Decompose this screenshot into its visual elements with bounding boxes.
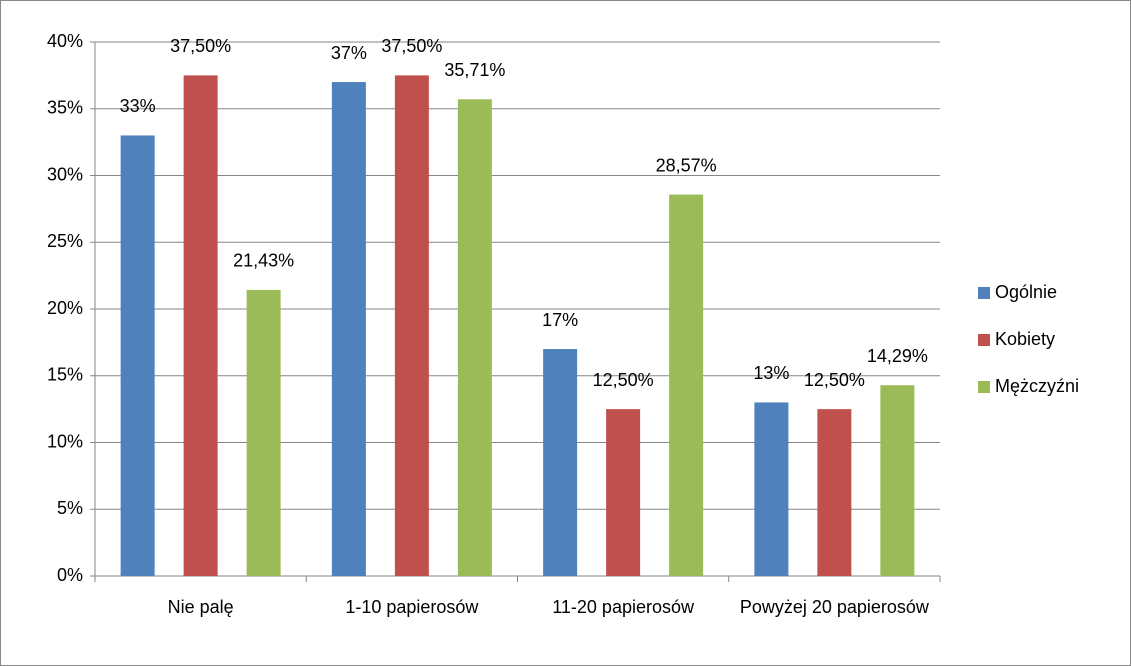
data-label: 12,50%	[593, 370, 654, 390]
data-label: 37,50%	[170, 36, 231, 56]
legend-label: Mężczyźni	[995, 376, 1079, 396]
bar	[331, 82, 366, 577]
y-tick-label: 5%	[57, 498, 83, 518]
y-tick-label: 0%	[57, 565, 83, 585]
data-label: 14,29%	[867, 346, 928, 366]
y-tick-label: 25%	[47, 231, 83, 251]
bar	[754, 402, 789, 576]
bar	[543, 349, 578, 576]
data-label: 21,43%	[233, 251, 294, 271]
data-label: 35,71%	[444, 60, 505, 80]
bar	[606, 409, 641, 576]
bar	[183, 75, 218, 576]
data-label: 33%	[120, 96, 156, 116]
y-tick-label: 30%	[47, 164, 83, 184]
legend-label: Kobiety	[995, 329, 1055, 349]
y-tick-label: 15%	[47, 365, 83, 385]
data-label: 12,50%	[804, 370, 865, 390]
x-tick-label: Nie palę	[167, 597, 234, 617]
data-label: 37,50%	[381, 36, 442, 56]
bar	[880, 385, 915, 576]
legend-swatch	[978, 381, 990, 393]
x-tick-label: 1-10 papierosów	[345, 597, 479, 617]
y-tick-label: 20%	[47, 298, 83, 318]
data-label: 28,57%	[656, 155, 717, 175]
legend-label: Ogólnie	[995, 282, 1057, 302]
bar	[457, 99, 492, 577]
data-label: 37%	[331, 43, 367, 63]
bar	[394, 75, 429, 576]
y-tick-label: 10%	[47, 431, 83, 451]
legend-swatch	[978, 334, 990, 346]
x-tick-label: 11-20 papierosów	[552, 597, 694, 617]
y-tick-label: 35%	[47, 98, 83, 118]
bar	[246, 289, 281, 576]
bar	[817, 409, 852, 576]
bar	[669, 194, 704, 576]
x-tick-label: Powyżej 20 papierosów	[739, 597, 929, 617]
data-label: 17%	[542, 310, 578, 330]
data-label: 13%	[753, 363, 789, 383]
legend-swatch	[978, 287, 990, 299]
bar	[120, 135, 155, 576]
y-tick-label: 40%	[47, 31, 83, 51]
